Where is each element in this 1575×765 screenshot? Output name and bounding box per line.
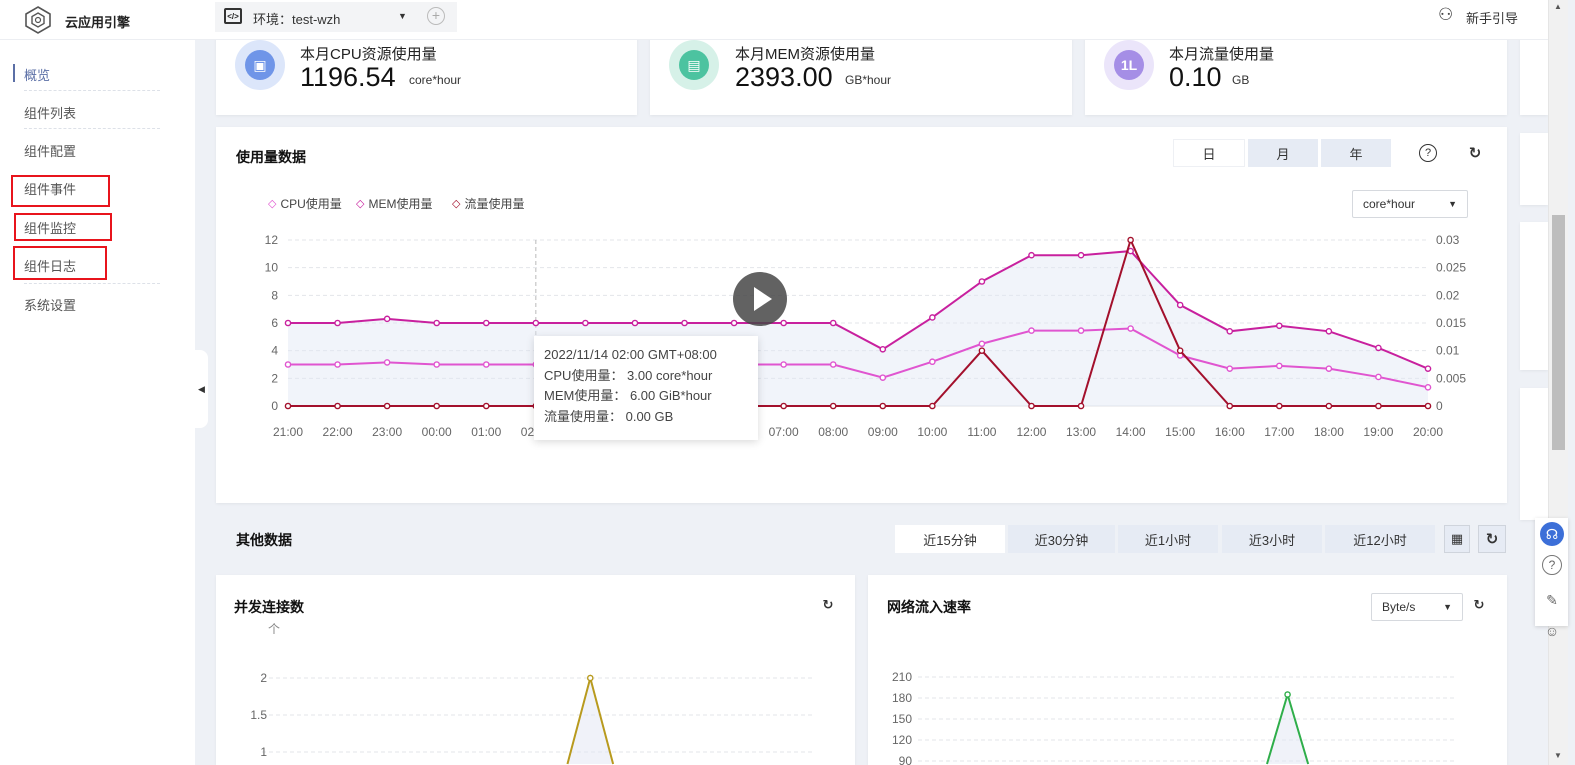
calendar-icon[interactable]: ▦ [1444, 525, 1470, 553]
legend-mem[interactable]: ◇ MEM使用量 [356, 197, 433, 211]
guide-link[interactable]: 新手引导 [1466, 11, 1519, 26]
side-card [1520, 133, 1548, 205]
help-icon[interactable]: ? [1419, 144, 1437, 162]
scrollbar-thumb[interactable] [1552, 215, 1565, 450]
memory-icon: ▤ [669, 40, 719, 90]
add-environment-icon[interactable]: + [427, 7, 445, 25]
diamond-icon: ◇ [356, 198, 365, 210]
top-header: 云应用引擎 </> 环境：test-wzh ▼ + ⚇ 新手引导 [0, 0, 1548, 40]
scroll-up-icon: ▲ [1554, 2, 1562, 11]
help-icon[interactable]: ? [1542, 555, 1562, 575]
stat-card-traffic: 1L 本月流量使用量 0.10 GB [1085, 30, 1507, 115]
side-card [1520, 388, 1548, 520]
other-data-title: 其他数据 [236, 532, 292, 548]
usage-card [216, 127, 1507, 503]
concurrency-card [216, 575, 855, 765]
refresh-icon[interactable]: ↻ [1468, 145, 1482, 162]
stat-card-cpu: ▣ 本月CPU资源使用量 1196.54 core*hour [216, 30, 637, 115]
scroll-down-icon: ▼ [1554, 751, 1562, 760]
stat-value: 0.10 [1169, 62, 1222, 92]
stat-value: 1196.54 [300, 62, 396, 92]
legend-traffic[interactable]: ◇ 流量使用量 [452, 197, 525, 211]
user-guide-icon: ⚇ [1438, 5, 1454, 24]
stat-label: 本月MEM资源使用量 [735, 46, 875, 63]
period-year-tab[interactable]: 年 [1321, 139, 1391, 167]
period-day-tab[interactable]: 日 [1173, 139, 1245, 167]
collapse-sidebar-button[interactable]: ◀ [195, 350, 208, 428]
unit-select[interactable]: core*hour ▼ [1352, 190, 1468, 218]
chevron-down-icon: ▼ [1448, 199, 1457, 209]
period-month-tab[interactable]: 月 [1248, 139, 1318, 167]
side-card [1520, 222, 1548, 370]
video-play-button[interactable] [733, 272, 787, 326]
code-icon: </> [224, 8, 242, 24]
stat-unit: core*hour [409, 73, 462, 87]
sidebar-item-component-events[interactable]: 组件事件 [24, 182, 77, 197]
tooltip-mem: MEM使用量： 6.00 GiB*hour [544, 388, 712, 403]
network-unit-select[interactable]: Byte/s ▼ [1371, 593, 1463, 621]
sidebar-item-system-settings[interactable]: 系统设置 [24, 298, 77, 313]
highlight-box [11, 175, 110, 207]
stat-label: 本月流量使用量 [1169, 46, 1275, 63]
sidebar-item-component-monitor[interactable]: 组件监控 [24, 221, 77, 236]
range-1h-tab[interactable]: 近1小时 [1118, 525, 1218, 553]
stat-unit: GB*hour [845, 73, 892, 87]
tooltip-cpu: CPU使用量： 3.00 core*hour [544, 367, 713, 383]
stat-card-mem: ▤ 本月MEM资源使用量 2393.00 GB*hour [650, 30, 1072, 115]
range-3h-tab[interactable]: 近3小时 [1222, 525, 1322, 553]
sidebar [0, 40, 195, 765]
y-axis-unit: 个 [268, 622, 281, 636]
range-15min-tab[interactable]: 近15分钟 [895, 525, 1005, 553]
diamond-icon: ◇ [452, 198, 461, 210]
divider [24, 128, 160, 129]
chart-tooltip: 2022/11/14 02:00 GMT+08:00 CPU使用量： 3.00 … [534, 336, 758, 440]
sidebar-item-component-config[interactable]: 组件配置 [24, 144, 77, 159]
sidebar-item-component-list[interactable]: 组件列表 [24, 106, 77, 121]
stat-label: 本月CPU资源使用量 [300, 46, 437, 63]
refresh-icon[interactable]: ↻ [1478, 525, 1506, 553]
divider [24, 90, 160, 91]
chevron-down-icon: ▼ [398, 11, 407, 21]
tooltip-traffic: 流量使用量： 0.00 GB [544, 408, 674, 424]
highlight-box [14, 213, 112, 241]
page-scrollbar[interactable]: ▲ ▼ [1548, 0, 1568, 765]
chevron-down-icon: ▼ [1443, 602, 1452, 612]
tooltip-time: 2022/11/14 02:00 GMT+08:00 [544, 347, 717, 362]
legend-cpu[interactable]: ◇ CPU使用量 [268, 197, 342, 211]
concurrency-title: 并发连接数 [234, 599, 304, 615]
stat-unit: GB [1232, 73, 1250, 87]
environment-label: 环境：test-wzh [253, 12, 341, 27]
stat-value: 2393.00 [735, 62, 833, 92]
cpu-icon: ▣ [235, 40, 285, 90]
divider [24, 283, 160, 284]
traffic-icon: 1L [1104, 40, 1154, 90]
range-12h-tab[interactable]: 近12小时 [1325, 525, 1435, 553]
refresh-icon[interactable]: ↻ [1473, 597, 1485, 612]
smiley-icon[interactable]: ☺ [1544, 623, 1560, 639]
feedback-icon[interactable]: ✎ [1546, 591, 1558, 608]
sidebar-item-overview[interactable]: 概览 [24, 68, 51, 83]
app-logo-icon [25, 6, 51, 34]
environment-selector[interactable]: </> 环境：test-wzh ▼ + [215, 2, 457, 32]
app-name: 云应用引擎 [65, 15, 131, 30]
sidebar-item-component-logs[interactable]: 组件日志 [24, 259, 77, 274]
highlight-box [13, 246, 107, 280]
network-title: 网络流入速率 [887, 599, 971, 615]
active-indicator [13, 64, 15, 82]
diamond-icon: ◇ [268, 198, 277, 210]
refresh-icon[interactable]: ↻ [822, 597, 834, 612]
usage-title: 使用量数据 [236, 149, 306, 165]
side-card [1520, 30, 1548, 115]
customer-service-icon[interactable]: ☊ [1540, 522, 1564, 546]
range-30min-tab[interactable]: 近30分钟 [1008, 525, 1115, 553]
